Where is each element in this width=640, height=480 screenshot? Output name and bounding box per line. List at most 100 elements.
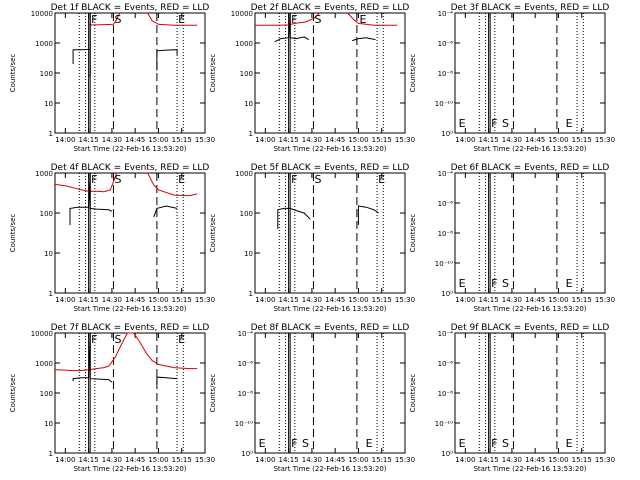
x-axis-label: Start Time (22-Feb-16 13:53:20)	[473, 305, 586, 313]
x-tick-label: 14:30	[302, 296, 322, 304]
marker-e: E	[459, 117, 466, 130]
events-series-line	[69, 172, 113, 225]
y-tick-label: 10	[44, 250, 53, 258]
panel-title: Det 1f BLACK = Events, RED = LLD	[51, 3, 210, 13]
marker-f: F	[91, 333, 97, 346]
x-tick-label: 14:45	[525, 456, 545, 464]
x-tick-label: 14:30	[502, 296, 522, 304]
y-tick-label: 1	[49, 130, 53, 138]
y-tick-label: 10000	[231, 10, 253, 18]
panel-3: Det 3f BLACK = Events, RED = LLD 10⁰ 10⁻¹⁰…	[409, 3, 615, 153]
x-tick-label: 14:45	[325, 136, 345, 144]
marker-e: E	[566, 277, 573, 290]
x-tick-label: 14:15	[79, 136, 99, 144]
marker-s: S	[314, 173, 321, 186]
y-tick-label: 10⁻⁴	[438, 330, 454, 338]
events-series-line	[156, 376, 178, 384]
x-tick-label: 15:30	[395, 296, 415, 304]
marker-f: F	[491, 277, 497, 290]
panel-8: Det 8f BLACK = Events, RED = LLD 10⁰ 10⁻¹⁰…	[209, 323, 415, 473]
y-tick-label: 10	[44, 100, 53, 108]
x-tick-label: 14:00	[55, 456, 75, 464]
y-tick-label: 10⁻⁸	[438, 70, 454, 78]
y-axis-label: Counts/sec	[209, 374, 217, 413]
marker-s: S	[314, 13, 321, 26]
x-tick-label: 14:00	[55, 296, 75, 304]
y-axis-label: Counts/sec	[409, 214, 417, 253]
panel-title: Det 8f BLACK = Events, RED = LLD	[251, 323, 410, 333]
x-tick-label: 14:30	[102, 456, 122, 464]
x-tick-label: 15:30	[195, 296, 215, 304]
panel-title: Det 7f BLACK = Events, RED = LLD	[51, 323, 210, 333]
y-tick-label: 10⁻⁴	[238, 330, 254, 338]
marker-e: E	[459, 437, 466, 450]
marker-e: E	[259, 437, 266, 450]
panel-9: Det 9f BLACK = Events, RED = LLD 10⁰ 10⁻¹⁰…	[409, 323, 615, 473]
x-tick-label: 15:00	[548, 136, 568, 144]
y-tick-label: 10⁻⁶	[438, 40, 454, 48]
marker-e: E	[566, 437, 573, 450]
y-tick-label: 1	[249, 130, 253, 138]
x-tick-label: 15:15	[572, 296, 592, 304]
y-tick-label: 100	[240, 70, 253, 78]
panel-title: Det 5f BLACK = Events, RED = LLD	[251, 163, 410, 173]
marker-f: F	[91, 13, 97, 26]
marker-s: S	[502, 117, 509, 130]
x-tick-label: 14:15	[79, 296, 99, 304]
x-tick-label: 14:15	[79, 456, 99, 464]
marker-s: S	[502, 437, 509, 450]
x-tick-label: 15:15	[172, 136, 192, 144]
x-axis-label: Start Time (22-Feb-16 13:53:20)	[73, 465, 186, 473]
lld-series-line	[255, 12, 321, 26]
x-tick-label: 14:45	[325, 456, 345, 464]
events-series-line	[72, 332, 113, 383]
y-tick-label: 10⁻⁸	[438, 230, 454, 238]
x-tick-label: 14:00	[455, 456, 475, 464]
x-tick-label: 14:15	[479, 456, 499, 464]
marker-f: F	[291, 173, 297, 186]
x-tick-label: 14:30	[102, 136, 122, 144]
y-axis-label: Counts/sec	[9, 214, 17, 253]
marker-f: F	[91, 173, 97, 186]
panel-4: Det 4f BLACK = Events, RED = LLD 1 10 100 10…	[9, 163, 215, 313]
x-tick-label: 15:00	[348, 296, 368, 304]
x-tick-label: 14:15	[479, 136, 499, 144]
marker-e: E	[366, 437, 373, 450]
y-tick-label: 1000	[35, 170, 53, 178]
x-tick-label: 14:00	[455, 136, 475, 144]
x-axis-label: Start Time (22-Feb-16 13:53:20)	[73, 305, 186, 313]
lld-series-line	[54, 172, 118, 193]
x-tick-label: 14:30	[502, 136, 522, 144]
plot-frame	[54, 12, 206, 134]
x-tick-label: 15:30	[595, 296, 615, 304]
y-tick-label: 10⁰	[441, 290, 453, 298]
x-tick-label: 14:30	[302, 136, 322, 144]
x-tick-label: 14:15	[279, 456, 299, 464]
y-tick-label: 1000	[235, 170, 253, 178]
y-tick-label: 1	[249, 290, 253, 298]
y-tick-label: 10⁻⁴	[438, 10, 454, 18]
y-axis-label: Counts/sec	[9, 54, 17, 93]
lld-series-line	[54, 332, 198, 372]
events-series-line	[274, 12, 310, 43]
plot-frame	[254, 12, 406, 134]
plot-frame	[254, 172, 406, 294]
x-tick-label: 15:15	[172, 456, 192, 464]
y-tick-label: 10000	[31, 10, 53, 18]
marker-s: S	[114, 13, 121, 26]
marker-f: F	[491, 437, 497, 450]
x-tick-label: 15:15	[172, 296, 192, 304]
y-tick-label: 10⁻¹⁰	[235, 420, 253, 428]
x-tick-label: 15:00	[348, 456, 368, 464]
panel-title: Det 3f BLACK = Events, RED = LLD	[451, 3, 610, 13]
plot-frame	[54, 172, 206, 294]
events-series-line	[352, 37, 376, 42]
y-tick-label: 10000	[31, 330, 53, 338]
events-series-line	[357, 205, 379, 225]
y-axis-label: Counts/sec	[209, 214, 217, 253]
x-tick-label: 14:30	[302, 456, 322, 464]
x-tick-label: 15:30	[595, 136, 615, 144]
panel-7: Det 7f BLACK = Events, RED = LLD 1 10 100 10…	[9, 323, 215, 473]
marker-f: F	[291, 437, 297, 450]
marker-e: E	[378, 173, 385, 186]
